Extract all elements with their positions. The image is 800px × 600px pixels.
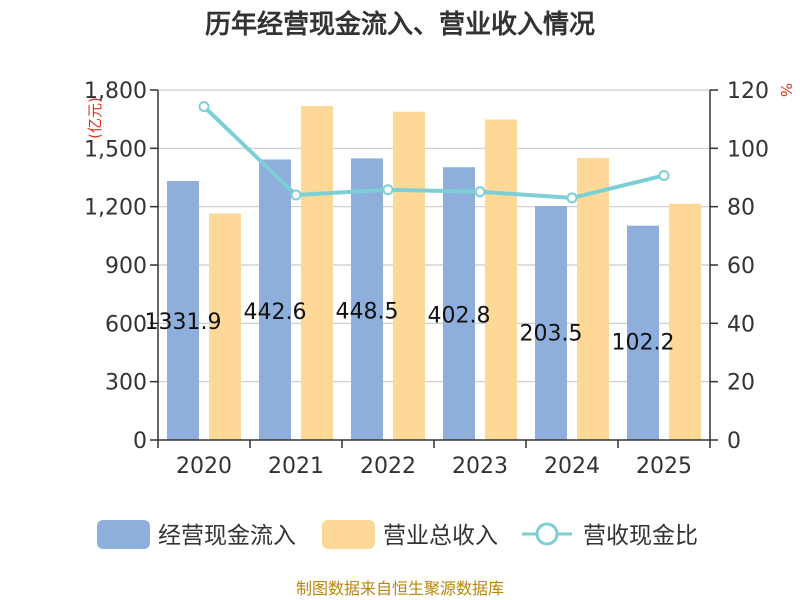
- data-labels: 1331.9 442.6 448.5 402.8 203.5 102.2: [145, 299, 675, 355]
- left-axis-tick-label: 900: [105, 254, 147, 279]
- bar-revenue: [209, 213, 241, 440]
- legend-label-revenue: 营业总收入: [383, 523, 498, 549]
- left-axis-tick-label: 1,800: [84, 79, 147, 104]
- bar-cash-inflow: [259, 159, 291, 440]
- bar-cash-inflow: [627, 225, 659, 440]
- left-axis-tick-label: 1,200: [84, 196, 147, 221]
- right-axis-tick-label: 120: [727, 79, 769, 104]
- ratio-point: [290, 189, 302, 201]
- left-axis-tick-label: 600: [105, 312, 147, 337]
- chart-title: 历年经营现金流入、营业收入情况: [205, 9, 595, 40]
- bar-cash-inflow: [351, 158, 383, 440]
- ratio-point: [198, 101, 210, 113]
- right-axis-unit: %: [777, 83, 795, 97]
- axes: [150, 89, 718, 448]
- legend-swatch-revenue: [322, 520, 375, 549]
- left-axis-unit: (亿元): [86, 97, 104, 139]
- bar-revenue: [393, 111, 425, 441]
- ratio-line: [198, 101, 670, 204]
- left-axis-tick-label: 1,500: [84, 137, 147, 162]
- x-axis-tick-label: 2021: [268, 454, 324, 479]
- x-axis-tick-label: 2025: [636, 454, 692, 479]
- bar-cash-inflow: [535, 205, 567, 440]
- x-axis-tick-label: 2023: [452, 454, 508, 479]
- data-label: 448.5: [336, 299, 399, 324]
- x-axis-tick-label: 2024: [544, 454, 600, 479]
- left-axis-tick-label: 300: [105, 371, 147, 396]
- data-label: 203.5: [520, 321, 583, 346]
- data-label: 102.2: [612, 330, 675, 355]
- bar-cash-inflow: [443, 167, 475, 440]
- bars: [167, 105, 701, 441]
- data-label: 442.6: [244, 300, 307, 325]
- source-note: 制图数据来自恒生聚源数据库: [296, 579, 504, 598]
- legend-marker-ratio: [535, 522, 559, 546]
- ratio-line-path: [202, 105, 665, 200]
- ratio-point: [658, 169, 670, 181]
- ratio-point: [474, 186, 486, 198]
- right-axis-tick-label: 100: [727, 137, 769, 162]
- x-axis-tick-label: 2022: [360, 454, 416, 479]
- right-axis-tick-label: 0: [727, 429, 741, 454]
- right-axis-tick-label: 80: [727, 196, 755, 221]
- right-axis-tick-label: 60: [727, 254, 755, 279]
- ratio-point: [566, 192, 578, 204]
- bar-revenue: [577, 158, 609, 441]
- legend-label-cash-inflow: 经营现金流入: [158, 523, 296, 549]
- bar-revenue: [301, 105, 333, 440]
- data-label: 402.8: [428, 304, 491, 329]
- ratio-point: [382, 184, 394, 196]
- legend: 经营现金流入 营业总收入 营收现金比: [97, 520, 698, 549]
- bar-revenue: [485, 119, 517, 441]
- legend-swatch-cash-inflow: [97, 520, 150, 549]
- data-label: 1331.9: [145, 310, 222, 335]
- bar-cash-inflow: [167, 181, 199, 440]
- bar-revenue: [669, 203, 701, 440]
- legend-label-ratio: 营收现金比: [583, 523, 698, 549]
- tick-labels: 0 0 300 20 600 40 900 60 1,200 80 1,500 100 1,800 120…: [84, 79, 769, 479]
- gridlines: [158, 89, 710, 383]
- right-axis-tick-label: 40: [727, 312, 755, 337]
- right-axis-tick-label: 20: [727, 371, 755, 396]
- left-axis-tick-label: 0: [133, 429, 147, 454]
- x-axis-tick-label: 2020: [176, 454, 232, 479]
